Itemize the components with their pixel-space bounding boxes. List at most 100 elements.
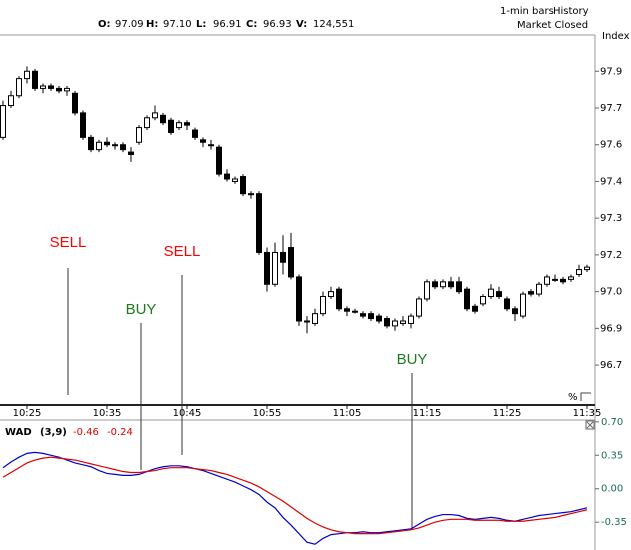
ohlc-value: 124,551 <box>313 19 354 30</box>
candle-body <box>184 122 190 126</box>
candle-body <box>584 266 590 271</box>
annotation: SELL <box>164 243 201 260</box>
candle-body <box>296 276 302 322</box>
candle-body <box>352 310 358 313</box>
candle-body <box>320 296 326 315</box>
candle-body <box>72 92 78 114</box>
annotation: BUY <box>397 351 428 368</box>
y-tick-label: 97.4 <box>600 176 622 187</box>
candle-body <box>272 251 278 285</box>
candle-body <box>112 144 118 147</box>
ohlc-label: C: <box>246 19 257 30</box>
y-tick-label: 96.7 <box>600 360 622 371</box>
candle-body <box>232 178 238 182</box>
candle-body <box>576 269 582 275</box>
candle-body <box>368 313 374 320</box>
y-tick-label: 97.9 <box>600 66 622 77</box>
candle-body <box>16 78 22 97</box>
y-tick-label: 0.35 <box>601 450 623 461</box>
candle-body <box>464 288 470 310</box>
candle-body <box>104 141 110 146</box>
candle-body <box>40 85 46 89</box>
candle-body <box>88 136 94 151</box>
candle-body <box>288 247 294 278</box>
candle-body <box>56 87 62 92</box>
candle-body <box>488 288 494 298</box>
candle-body <box>440 281 446 288</box>
bars-label: 1-min bars <box>500 6 554 17</box>
candle-body <box>456 281 462 293</box>
candle-body <box>256 193 262 253</box>
candle-body <box>392 320 398 327</box>
ohlc-value: 97.10 <box>163 19 192 30</box>
candle-body <box>512 308 518 315</box>
y-tick-label: 97.7 <box>600 103 622 114</box>
candle-body <box>336 288 342 310</box>
candle-body <box>400 320 406 324</box>
candle-body <box>216 146 222 175</box>
y-tick-label: 97.2 <box>600 250 622 261</box>
x-tick-label: 10:55 <box>253 408 282 419</box>
candle-body <box>120 144 126 151</box>
current-value: -0.46 <box>73 427 99 438</box>
candle-body <box>432 281 438 288</box>
candle-body <box>480 296 486 305</box>
candle-body <box>416 298 422 317</box>
y-tick-label: 97.3 <box>600 213 622 224</box>
candle-body <box>200 139 206 143</box>
x-tick-label: 11:05 <box>333 408 362 419</box>
ohlc-label: V: <box>296 19 307 30</box>
y-tick-label: -0.35 <box>601 517 627 528</box>
ohlc-label: H: <box>146 19 158 30</box>
candle-body <box>152 112 158 119</box>
indicator-line <box>2 456 588 535</box>
candle-body <box>264 251 270 285</box>
candle-body <box>208 144 214 147</box>
candle-body <box>552 278 558 281</box>
corner-icon[interactable] <box>580 392 591 401</box>
candle-body <box>24 70 30 80</box>
ohlc-value: 96.93 <box>263 19 292 30</box>
x-tick-label: 10:25 <box>13 408 42 419</box>
candle-body <box>448 281 454 288</box>
x-tick-label: 11:15 <box>413 408 442 419</box>
x-tick-label: 10:35 <box>93 408 122 419</box>
y-tick-label: 0.00 <box>601 484 623 495</box>
candle-body <box>176 122 182 129</box>
candle-body <box>0 105 6 138</box>
candle-body <box>568 276 574 280</box>
annotation: SELL <box>50 234 87 251</box>
candle-body <box>240 176 246 195</box>
indicator-params: (3,9) <box>40 427 67 438</box>
candle-body <box>376 315 382 322</box>
candle-body <box>136 127 142 143</box>
ohlc-label: L: <box>196 19 206 30</box>
candle-body <box>304 320 310 323</box>
candle-body <box>64 87 70 92</box>
current-value: -0.24 <box>107 427 133 438</box>
candle-body <box>496 291 502 298</box>
candle-body <box>32 70 38 89</box>
candle-body <box>520 293 526 317</box>
candle-body <box>536 283 542 295</box>
candle-body <box>48 85 54 89</box>
candle-body <box>560 278 566 283</box>
close-icon <box>586 421 594 429</box>
candle-body <box>168 119 174 133</box>
ohlc-label: O: <box>98 19 111 30</box>
candle-body <box>504 298 510 310</box>
mode-label: History <box>553 6 589 17</box>
y-tick-label: 97.6 <box>600 140 622 151</box>
candle-body <box>192 129 198 138</box>
y-tick-label: 96.9 <box>600 323 622 334</box>
candle-body <box>344 308 350 312</box>
candle-body <box>384 318 390 327</box>
candle-body <box>248 193 254 196</box>
y-tick-label: 0.70 <box>601 417 623 428</box>
candle-body <box>312 313 318 324</box>
candle-body <box>472 305 478 312</box>
candle-body <box>224 173 230 180</box>
indicator-line <box>2 451 588 545</box>
x-tick-label: 11:25 <box>493 408 522 419</box>
